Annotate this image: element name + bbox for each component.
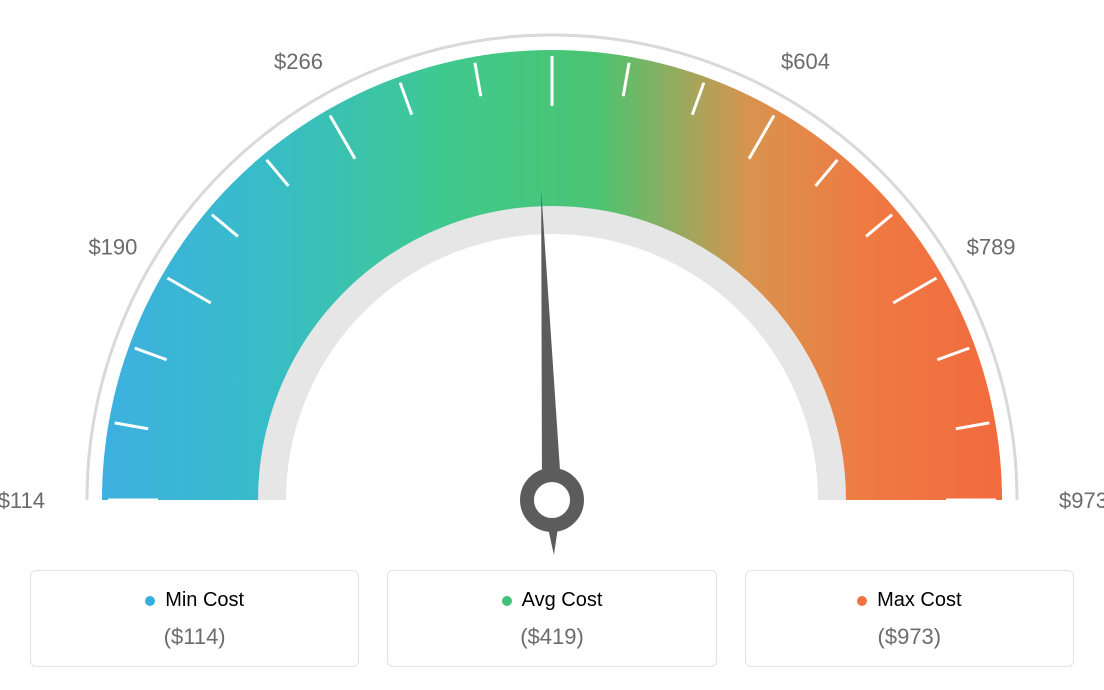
legend-label: Max Cost: [877, 589, 961, 612]
dot-icon: [502, 596, 512, 606]
svg-text:$973: $973: [1059, 488, 1104, 513]
legend-row: Min Cost ($114) Avg Cost ($419) Max Cost…: [0, 570, 1104, 667]
dot-icon: [857, 596, 867, 606]
legend-label: Min Cost: [165, 589, 244, 612]
svg-text:$789: $789: [967, 235, 1016, 260]
legend-card-max: Max Cost ($973): [745, 570, 1074, 667]
legend-value-max: ($973): [756, 624, 1063, 650]
svg-text:$604: $604: [781, 49, 830, 74]
legend-title-avg: Avg Cost: [502, 589, 603, 612]
legend-value-avg: ($419): [398, 624, 705, 650]
gauge-chart: $114$190$266$419$604$789$973: [0, 0, 1104, 560]
svg-text:$266: $266: [274, 49, 323, 74]
gauge-svg: $114$190$266$419$604$789$973: [0, 0, 1104, 560]
svg-text:$190: $190: [88, 235, 137, 260]
legend-title-max: Max Cost: [857, 589, 961, 612]
svg-text:$114: $114: [0, 488, 45, 513]
legend-card-min: Min Cost ($114): [30, 570, 359, 667]
legend-card-avg: Avg Cost ($419): [387, 570, 716, 667]
legend-title-min: Min Cost: [145, 589, 244, 612]
legend-label: Avg Cost: [522, 589, 603, 612]
legend-value-min: ($114): [41, 624, 348, 650]
dot-icon: [145, 596, 155, 606]
